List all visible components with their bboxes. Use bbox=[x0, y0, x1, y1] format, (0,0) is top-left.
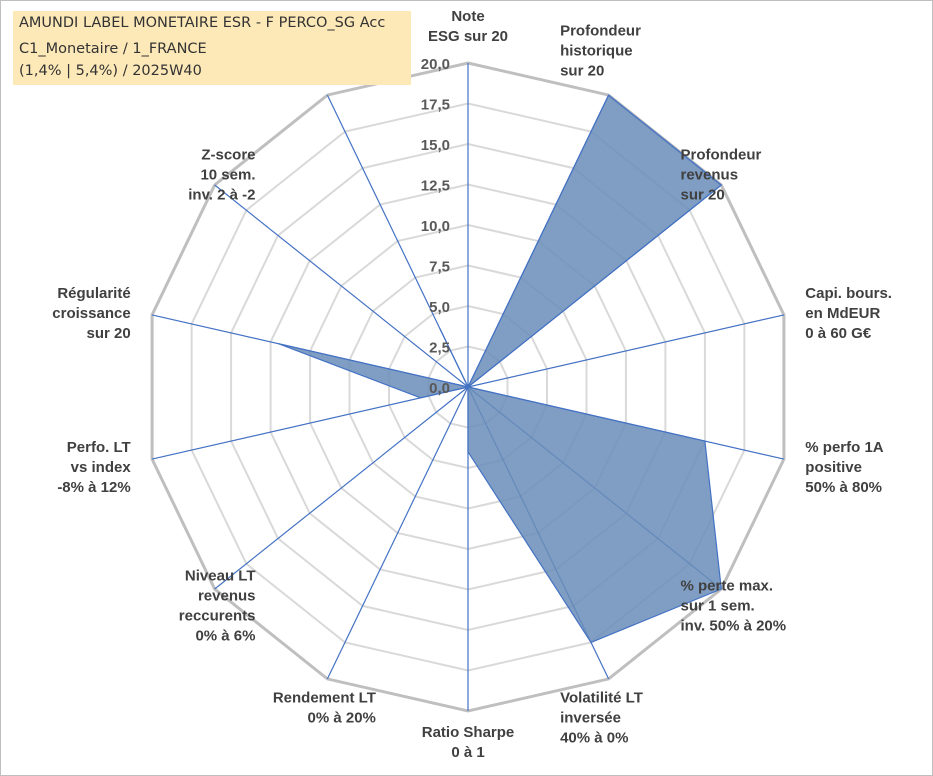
fund-info-box: AMUNDI LABEL MONETAIRE ESR - F PERCO_SG … bbox=[13, 11, 411, 85]
axis-label-4: % perfo 1A positive 50% à 80% bbox=[805, 439, 884, 496]
axis-label-5-line-1: sur 1 sem. bbox=[681, 598, 755, 615]
axis-label-3-line-2: 0 à 60 G€ bbox=[805, 325, 872, 342]
axis-label-12-line-1: 10 sem. bbox=[200, 166, 255, 183]
tick-label-5: 12,5 bbox=[421, 178, 450, 195]
axis-label-7: Ratio Sharpe 0 à 1 bbox=[422, 724, 515, 761]
axis-label-4-line-0: % perfo 1A bbox=[805, 439, 884, 456]
tick-label-6: 15,0 bbox=[421, 137, 450, 154]
spoke-3 bbox=[467, 314, 785, 388]
axis-label-11-line-2: sur 20 bbox=[86, 325, 130, 342]
axis-labels: Note ESG sur 20 Profondeur historique sur 20… bbox=[52, 8, 892, 761]
axis-label-0: Note ESG sur 20 bbox=[428, 8, 508, 45]
tick-label-8: 20,0 bbox=[421, 56, 450, 73]
axis-label-9-line-0: Niveau LT bbox=[185, 568, 256, 585]
radial-tick-labels: 0,0 2,5 5,0 7,5 10,0 12,5 15,0 17,5 20,0 bbox=[421, 56, 450, 397]
axis-label-0-line-1: ESG sur 20 bbox=[428, 28, 508, 45]
spoke-12 bbox=[214, 184, 469, 388]
axis-label-6-line-0: Volatilité LT bbox=[560, 690, 643, 707]
axis-label-3-line-0: Capi. bours. bbox=[805, 285, 892, 302]
axis-label-2-line-2: sur 20 bbox=[681, 186, 725, 203]
axis-label-1-line-2: sur 20 bbox=[560, 62, 604, 79]
axis-label-11: Régularité croissance sur 20 bbox=[52, 285, 130, 342]
axis-label-11-line-1: croissance bbox=[52, 305, 130, 322]
axis-label-10-line-1: vs index bbox=[71, 459, 132, 476]
tick-label-2: 5,0 bbox=[429, 299, 450, 316]
axis-label-10: Perfo. LT vs index -8% à 12% bbox=[57, 439, 131, 496]
axis-label-3-line-1: en MdEUR bbox=[805, 305, 880, 322]
fund-title: AMUNDI LABEL MONETAIRE ESR - F PERCO_SG … bbox=[19, 15, 386, 31]
axis-label-6-line-2: 40% à 0% bbox=[560, 730, 628, 747]
axis-label-9-line-1: revenus bbox=[198, 588, 256, 605]
tick-label-1: 2,5 bbox=[429, 340, 450, 357]
radar-series bbox=[277, 94, 722, 644]
axis-label-4-line-2: 50% à 80% bbox=[805, 479, 882, 496]
axis-label-11-line-0: Régularité bbox=[57, 285, 130, 302]
spoke-8 bbox=[326, 386, 469, 680]
spoke-9 bbox=[214, 386, 469, 590]
series-area-0 bbox=[277, 94, 722, 644]
axis-label-9-line-2: reccurents bbox=[179, 608, 256, 625]
fund-category: C1_Monetaire / 1_FRANCE bbox=[19, 41, 207, 57]
axis-label-2-line-1: revenus bbox=[681, 166, 739, 183]
axis-label-7-line-0: Ratio Sharpe bbox=[422, 724, 515, 741]
axis-label-2: Profondeur revenus sur 20 bbox=[681, 146, 762, 203]
axis-label-2-line-0: Profondeur bbox=[681, 146, 762, 163]
axis-label-0-line-0: Note bbox=[451, 8, 484, 25]
axis-label-1-line-0: Profondeur bbox=[560, 22, 641, 39]
axis-label-10-line-0: Perfo. LT bbox=[67, 439, 131, 456]
axis-label-12-line-2: inv. 2 à -2 bbox=[188, 186, 255, 203]
axis-label-8: Rendement LT 0% à 20% bbox=[273, 690, 376, 727]
axis-label-8-line-0: Rendement LT bbox=[273, 690, 376, 707]
axis-label-10-line-2: -8% à 12% bbox=[57, 479, 130, 496]
axis-label-1: Profondeur historique sur 20 bbox=[560, 22, 641, 79]
axis-label-5: % perte max. sur 1 sem. inv. 50% à 20% bbox=[681, 578, 787, 635]
axis-label-12: Z-score 10 sem. inv. 2 à -2 bbox=[188, 146, 255, 203]
axis-label-9-line-3: 0% à 6% bbox=[195, 628, 255, 645]
axis-label-5-line-2: inv. 50% à 20% bbox=[681, 618, 787, 635]
tick-label-3: 7,5 bbox=[429, 259, 450, 276]
axis-label-1-line-1: historique bbox=[560, 42, 633, 59]
fund-range-period: (1,4% | 5,4%) / 2025W40 bbox=[19, 63, 202, 79]
axis-label-6: Volatilité LT inversée 40% à 0% bbox=[560, 690, 643, 747]
axis-label-7-line-1: 0 à 1 bbox=[451, 744, 484, 761]
tick-label-7: 17,5 bbox=[421, 97, 450, 114]
axis-label-3: Capi. bours. en MdEUR 0 à 60 G€ bbox=[805, 285, 892, 342]
axis-label-8-line-1: 0% à 20% bbox=[308, 710, 376, 727]
axis-label-4-line-1: positive bbox=[805, 459, 862, 476]
tick-label-0: 0,0 bbox=[429, 380, 450, 397]
axis-label-6-line-1: inversée bbox=[560, 710, 621, 727]
tick-label-4: 10,0 bbox=[421, 218, 450, 235]
axis-label-5-line-0: % perte max. bbox=[681, 578, 774, 595]
axis-label-12-line-0: Z-score bbox=[201, 146, 255, 163]
axis-label-9: Niveau LT revenus reccurents 0% à 6% bbox=[179, 568, 256, 645]
spoke-10 bbox=[151, 386, 469, 460]
